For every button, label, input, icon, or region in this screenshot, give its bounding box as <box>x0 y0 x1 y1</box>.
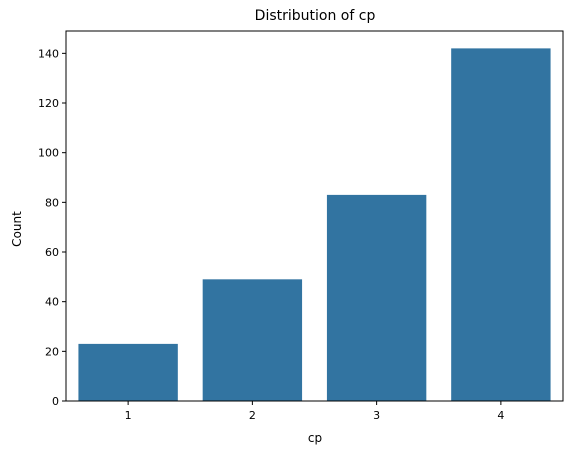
bar-4 <box>451 48 551 402</box>
x-axis-label: cp <box>308 431 322 445</box>
y-tick-label: 140 <box>38 47 59 60</box>
chart-title: Distribution of cp <box>255 8 376 24</box>
y-tick-label: 0 <box>52 395 59 408</box>
x-tick-label: 1 <box>125 409 132 422</box>
y-tick-label: 80 <box>45 196 59 209</box>
plot-area: 0 20 40 60 80 100 120 140 1 2 3 4 <box>38 30 564 422</box>
y-tick-label: 40 <box>45 296 59 309</box>
y-tick-label: 100 <box>38 147 59 160</box>
bar-2 <box>202 279 303 401</box>
y-tick-label: 20 <box>45 345 59 358</box>
x-tick-label: 2 <box>249 409 256 422</box>
y-tick-label: 120 <box>38 97 59 110</box>
bar-1 <box>78 343 178 401</box>
x-tick-label: 4 <box>497 409 504 422</box>
y-tick-label: 60 <box>45 246 59 259</box>
y-axis-label: Count <box>10 211 24 247</box>
plot-frame <box>65 30 564 402</box>
x-tick-label: 3 <box>373 409 380 422</box>
bar-3 <box>326 194 427 401</box>
